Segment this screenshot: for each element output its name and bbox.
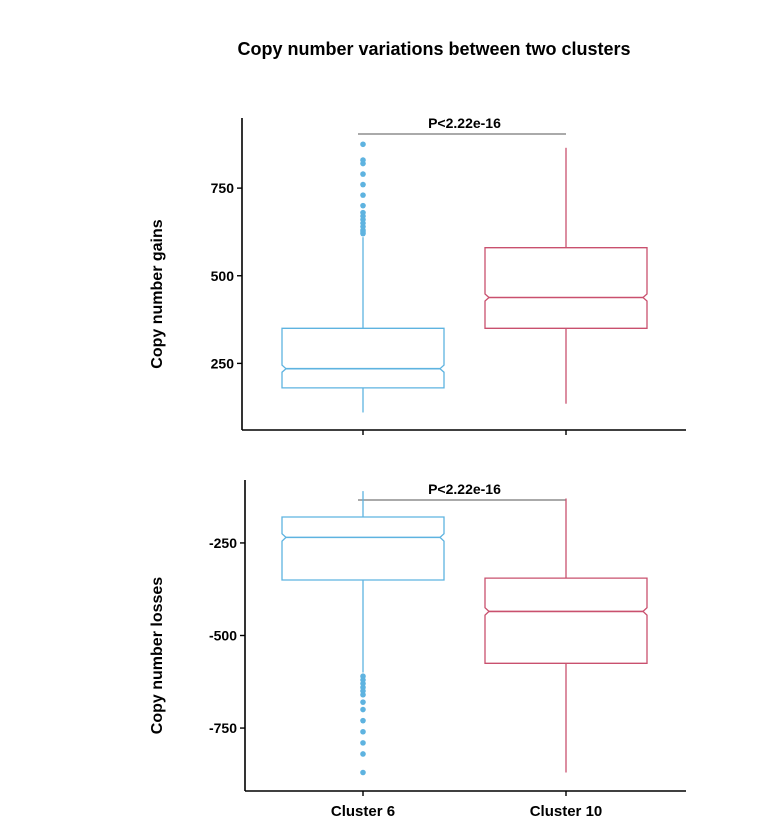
box-cluster-6 xyxy=(281,327,445,389)
outlier-point xyxy=(360,728,366,735)
y-tick-label: -500 xyxy=(209,628,237,644)
outlier-point xyxy=(360,691,366,698)
outlier-point xyxy=(360,699,366,705)
outlier-point xyxy=(360,706,366,713)
y-tick-label: 500 xyxy=(211,268,235,284)
box-cluster-10 xyxy=(484,247,648,329)
x-tick-label: Cluster 10 xyxy=(530,803,603,819)
outlier-point xyxy=(360,181,366,188)
y-axis-title: Copy number gains xyxy=(149,219,166,368)
outlier-point xyxy=(360,202,366,209)
outlier-point xyxy=(360,751,366,757)
x-tick-label: Cluster 6 xyxy=(331,803,395,819)
chart-title: Copy number variations between two clust… xyxy=(237,39,630,59)
outlier-point xyxy=(360,740,366,746)
outlier-point xyxy=(360,141,366,148)
outlier-point xyxy=(360,769,366,776)
outlier-point xyxy=(360,171,366,177)
y-tick-label: -250 xyxy=(209,535,237,551)
y-axis-title: Copy number losses xyxy=(149,577,166,734)
p-value-label: P<2.22e-16 xyxy=(428,481,501,497)
outlier-point xyxy=(360,209,366,216)
box-cluster-10 xyxy=(484,577,648,664)
box-cluster-6 xyxy=(281,516,445,581)
y-tick-label: 750 xyxy=(211,180,235,196)
outlier-point xyxy=(360,192,366,198)
y-tick-label: 250 xyxy=(211,355,235,371)
p-value-label: P<2.22e-16 xyxy=(428,115,501,131)
outlier-point xyxy=(360,717,366,724)
outlier-point xyxy=(360,157,366,163)
y-tick-label: -750 xyxy=(209,720,237,736)
